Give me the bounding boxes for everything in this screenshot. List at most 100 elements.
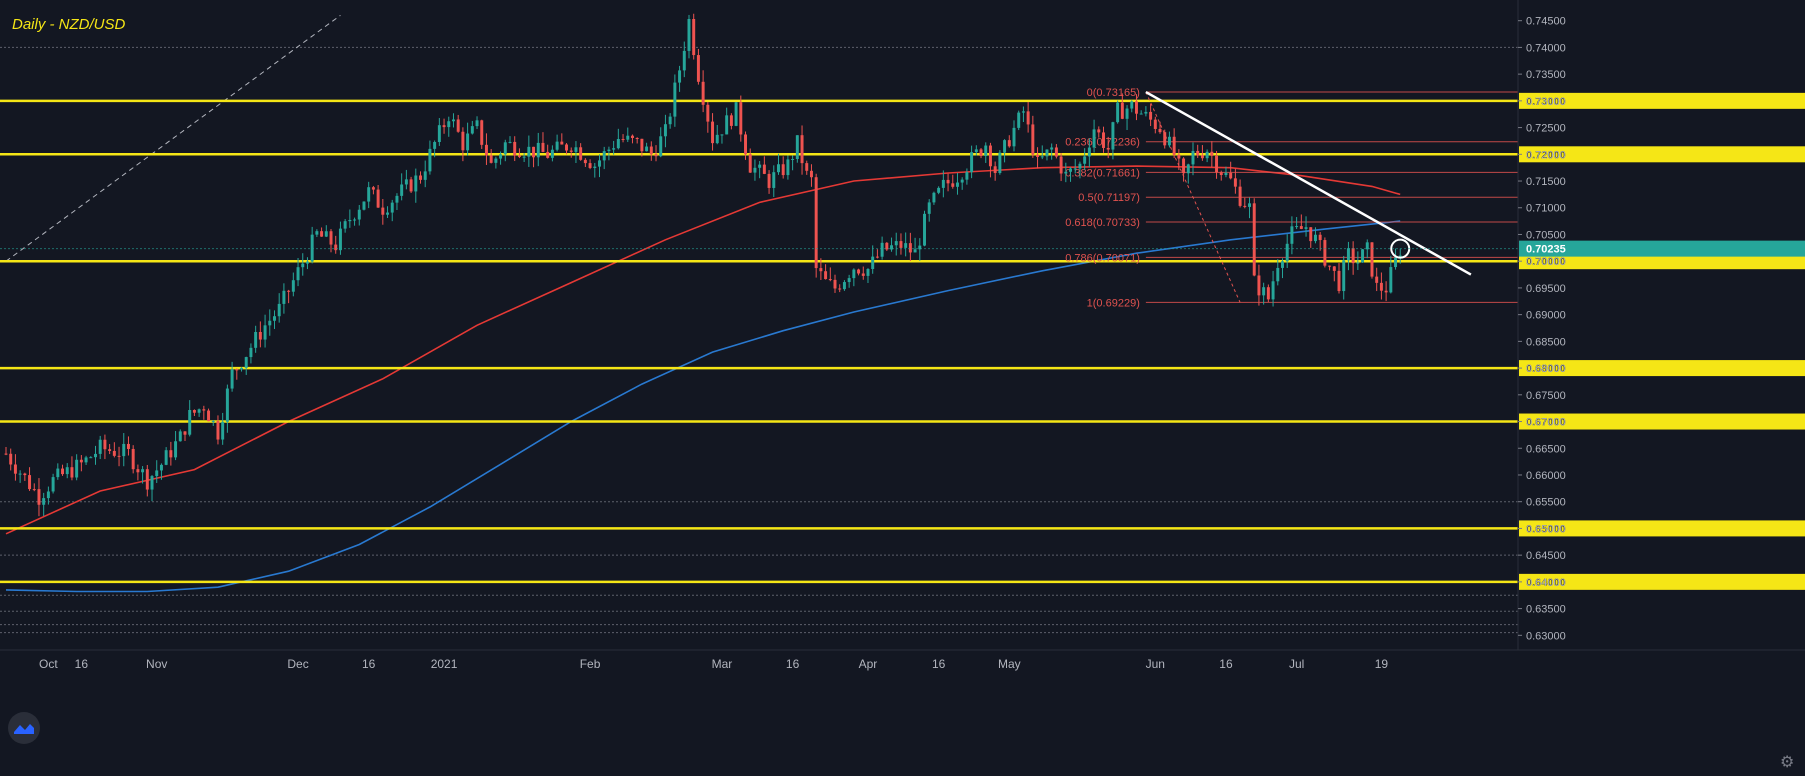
y-tick-label: 0.71500 [1526, 176, 1566, 188]
y-tick-label: 0.74500 [1526, 16, 1566, 28]
candle-body [1309, 227, 1313, 242]
candle-body [871, 256, 875, 270]
candle-body [1073, 168, 1077, 170]
candle-body [240, 367, 243, 370]
candle-body [998, 152, 1002, 174]
candle-body [447, 121, 451, 128]
candle-body [169, 450, 173, 458]
candle-body [263, 325, 267, 340]
candle-body [1313, 234, 1317, 242]
gear-icon[interactable]: ⚙ [1780, 752, 1795, 771]
candle-body [729, 115, 733, 126]
y-tick-label: 0.69000 [1526, 310, 1566, 322]
level-price-label: 0.68000 [1526, 363, 1566, 375]
y-tick-label: 0.66500 [1526, 443, 1566, 455]
candle-body [824, 271, 828, 280]
candle-body [569, 150, 573, 152]
candle-body [178, 431, 182, 442]
candle-body [565, 144, 569, 151]
candle-body [857, 269, 861, 274]
candle-body [546, 151, 550, 158]
candle-body [334, 244, 338, 251]
candle-body [1243, 205, 1247, 207]
candle-body [1040, 156, 1044, 158]
candle-body [842, 282, 846, 290]
y-tick-label: 0.71000 [1526, 203, 1566, 215]
candle-body [1196, 150, 1200, 156]
y-tick-label: 0.73000 [1526, 96, 1566, 108]
tradingview-logo-icon[interactable] [8, 712, 40, 744]
candle-body [428, 148, 432, 172]
candle-body [951, 183, 955, 187]
candle-body [574, 147, 578, 152]
current-price-label: 0.70235 [1526, 244, 1566, 256]
candle-body [4, 453, 8, 455]
candle-body [13, 464, 17, 474]
candle-body [955, 182, 959, 187]
y-tick-label: 0.63500 [1526, 604, 1566, 616]
candle-body [1262, 287, 1266, 296]
chart-title: Daily - NZD/USD [12, 16, 126, 33]
candle-body [1153, 119, 1157, 129]
candle-body [1394, 257, 1398, 268]
level-price-label: 0.72000 [1526, 149, 1566, 161]
candle-body [1252, 203, 1256, 276]
x-tick-label: Oct [39, 657, 58, 671]
y-tick-label: 0.69500 [1526, 283, 1566, 295]
candle-body [23, 473, 27, 476]
candle-body [46, 491, 50, 499]
candle-body [404, 179, 408, 185]
candle-body [612, 148, 616, 150]
candle-body [767, 173, 771, 188]
fib-diagonal [1145, 91, 1241, 303]
candle-body [1120, 102, 1124, 119]
fib-level-label: 0(0.73165) [1087, 87, 1140, 99]
candle-body [1130, 101, 1134, 109]
candle-body [1342, 260, 1346, 292]
candle-body [338, 228, 342, 251]
candle-body [94, 453, 97, 458]
candle-body [885, 242, 889, 250]
candle-body [828, 279, 832, 281]
candle-body [211, 420, 215, 422]
x-tick-label: 16 [786, 657, 800, 671]
candle-body [371, 187, 375, 190]
candle-body [1337, 270, 1341, 292]
candle-body [395, 195, 399, 203]
candle-body [249, 347, 253, 358]
y-tick-label: 0.68500 [1526, 336, 1566, 348]
candle-body [913, 249, 917, 253]
candle-body [927, 202, 931, 214]
candle-body [814, 177, 818, 269]
candle-body [800, 135, 804, 164]
candle-body [923, 213, 926, 246]
candle-body [1003, 140, 1007, 153]
candle-body [282, 290, 286, 304]
candle-body [225, 388, 229, 422]
candle-body [1351, 248, 1355, 264]
candle-body [932, 192, 936, 203]
candle-body [522, 156, 526, 158]
level-price-label: 0.67000 [1526, 417, 1566, 429]
candle-body [61, 468, 65, 475]
candle-body [692, 19, 696, 56]
candle-body [1318, 234, 1322, 241]
x-tick-label: Mar [712, 657, 733, 671]
candle-body [795, 135, 799, 159]
candle-body [320, 231, 324, 237]
candle-body [79, 459, 83, 463]
moving-average-red-line [5, 165, 1401, 535]
price-axis: 0.74500 0.74000 0.73500 0.73000 0.72500 0.720… [1517, 0, 1805, 650]
candle-body [649, 146, 653, 155]
candle-body [861, 273, 865, 276]
candle-body [98, 439, 102, 454]
y-tick-label: 0.72500 [1526, 123, 1566, 135]
candle-body [1361, 249, 1365, 263]
candle-body [1370, 242, 1374, 277]
time-axis: Oct 16 Nov Dec 16 2021 Feb Mar 16 Apr 16 May Jun 16 Ju… [0, 649, 1805, 671]
candle-body [159, 464, 163, 471]
candle-body [1116, 102, 1120, 123]
candle-body [197, 409, 201, 413]
fibonacci-retracement: 0(0.73165)0.236(0.72236)0.382(0.71661)0.… [1065, 87, 1518, 309]
